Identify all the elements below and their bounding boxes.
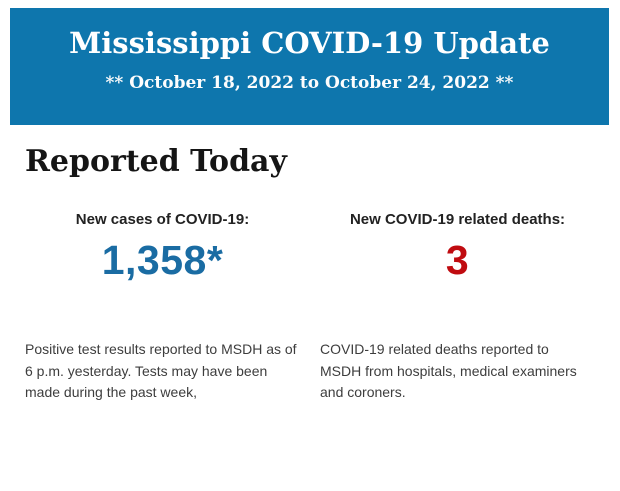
new-cases-stat: New cases of COVID-19: 1,358* Positive t… <box>25 211 300 404</box>
report-section: Reported Today New cases of COVID-19: 1,… <box>0 146 620 404</box>
new-cases-label: New cases of COVID-19: <box>75 211 250 228</box>
stats-row: New cases of COVID-19: 1,358* Positive t… <box>25 211 595 404</box>
new-deaths-value: 3 <box>445 237 470 283</box>
page-title: Mississippi COVID-19 Update <box>69 26 550 60</box>
date-range: ** October 18, 2022 to October 24, 2022 … <box>105 73 514 93</box>
new-cases-value: 1,358* <box>101 237 224 283</box>
new-deaths-description: COVID-19 related deaths reported to MSDH… <box>320 341 577 400</box>
header-banner: Mississippi COVID-19 Update ** October 1… <box>10 8 609 125</box>
new-cases-description: Positive test results reported to MSDH a… <box>25 341 297 400</box>
covid-update-page: Mississippi COVID-19 Update ** October 1… <box>0 8 620 491</box>
section-title: Reported Today <box>25 144 287 179</box>
new-deaths-stat: New COVID-19 related deaths: 3 COVID-19 … <box>320 211 595 404</box>
new-deaths-label: New COVID-19 related deaths: <box>349 211 566 228</box>
